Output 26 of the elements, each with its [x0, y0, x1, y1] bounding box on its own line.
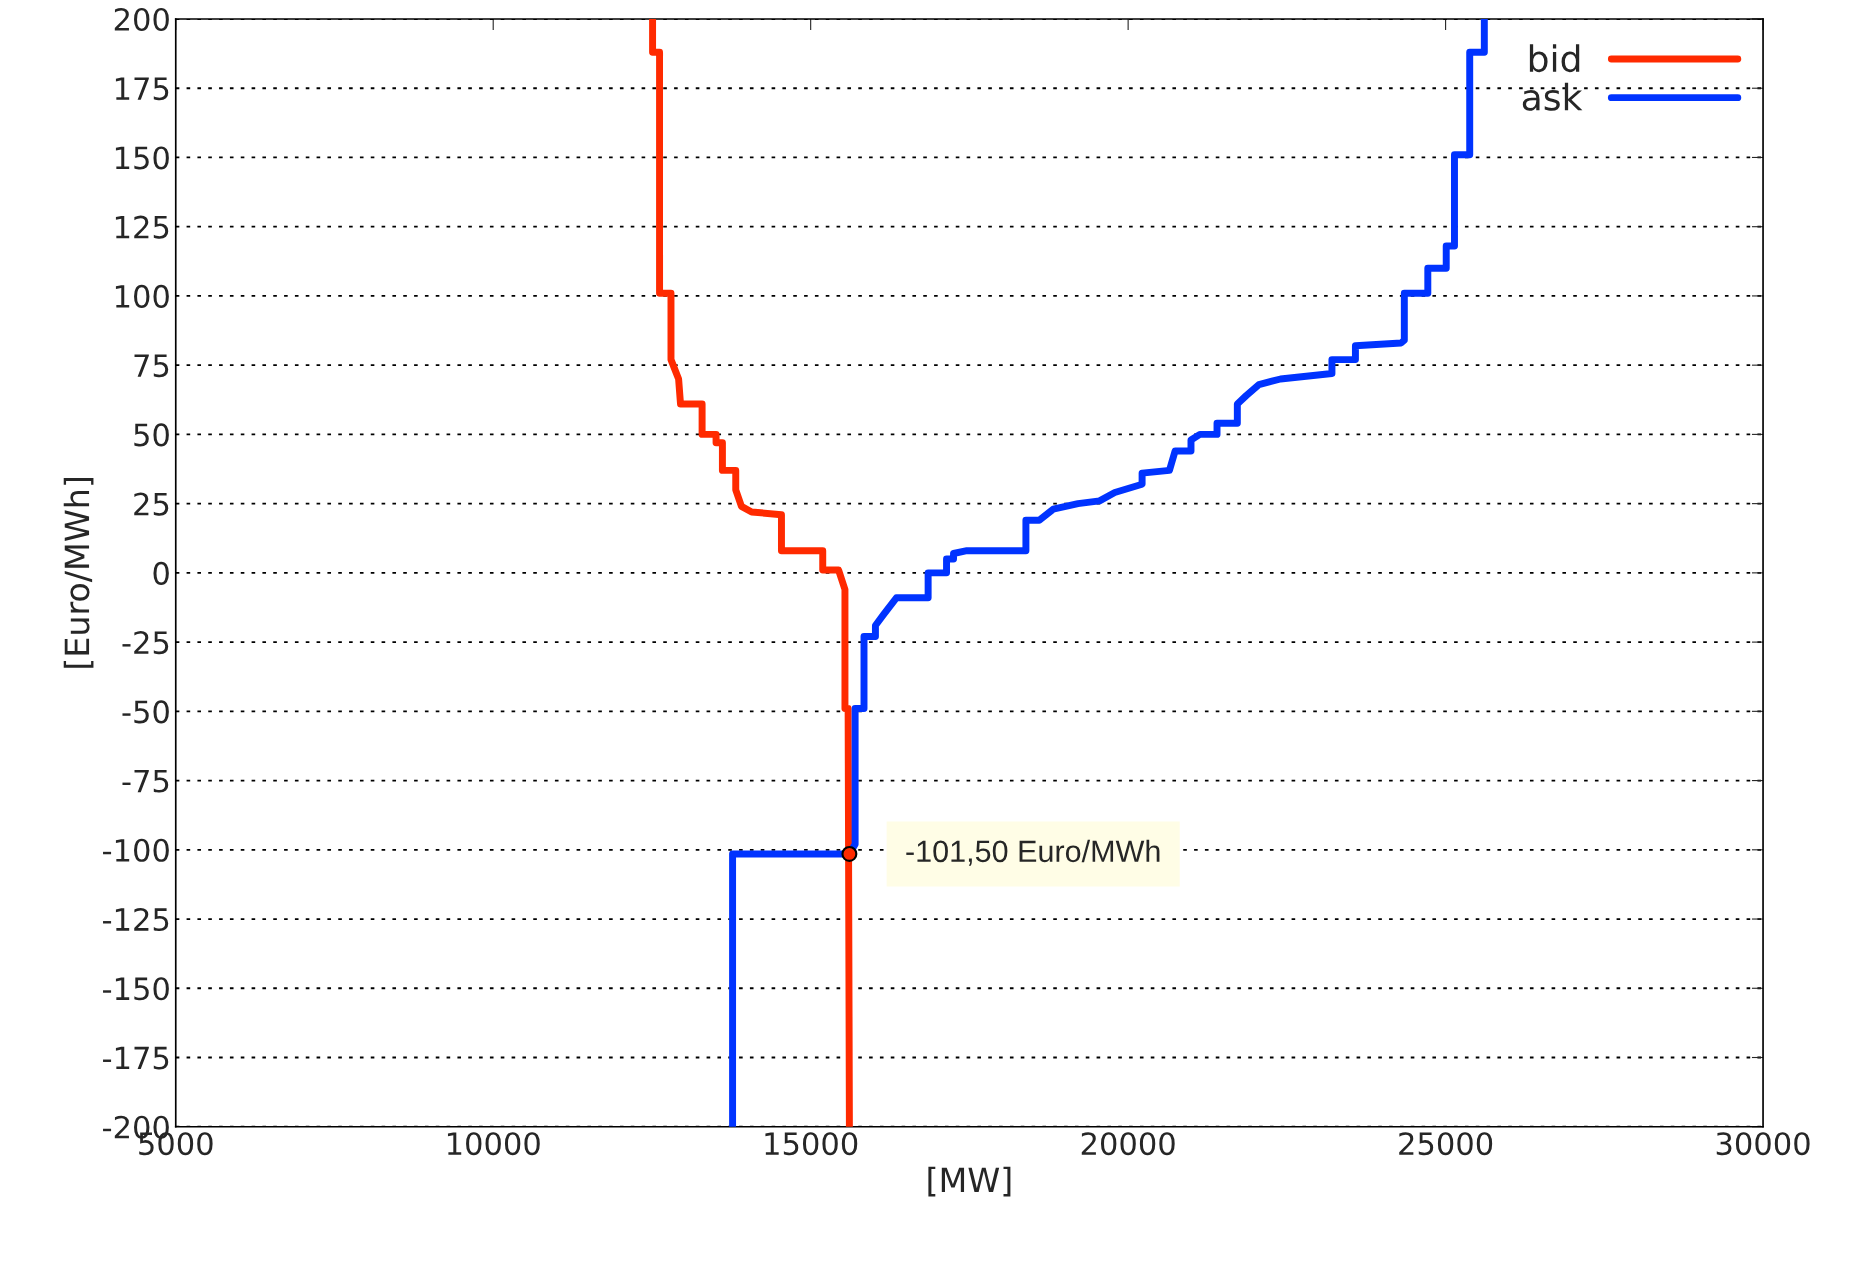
y-tick-label: 50 — [134, 423, 169, 447]
y-tick-label: -100 — [103, 838, 169, 862]
x-tick-label: 10000 — [447, 1132, 540, 1156]
x-tick-label: 20000 — [1081, 1132, 1175, 1156]
y-tick-label: -50 — [122, 700, 169, 724]
y-tick-label: 125 — [115, 215, 169, 239]
x-axis-title: [MW] — [928, 1166, 1011, 1197]
y-tick-label: 175 — [115, 77, 169, 101]
x-tick-label: 25000 — [1399, 1132, 1493, 1156]
legend-label: bid — [1529, 44, 1580, 73]
y-tick-label: 100 — [115, 284, 169, 308]
y-axis-title: [Euro/MWh] — [63, 477, 94, 668]
y-tick-label: -150 — [103, 977, 169, 1001]
y-tick-label: 200 — [114, 7, 169, 32]
x-tick-label: 15000 — [765, 1132, 858, 1156]
y-tick-label: -25 — [122, 631, 169, 655]
y-tick-label: -175 — [103, 1046, 169, 1070]
annotation: -101,50 Euro/MWh — [906, 839, 1160, 866]
y-tick-label: -75 — [122, 769, 169, 793]
y-tick-label: 75 — [134, 354, 169, 378]
legend-label: ask — [1522, 82, 1583, 111]
x-tick-label: 30000 — [1716, 1132, 1810, 1156]
y-tick-label: -125 — [103, 907, 169, 932]
y-tick-label: 150 — [115, 146, 169, 170]
y-tick-label: 25 — [134, 492, 169, 516]
y-tick-label: 0 — [153, 561, 169, 585]
